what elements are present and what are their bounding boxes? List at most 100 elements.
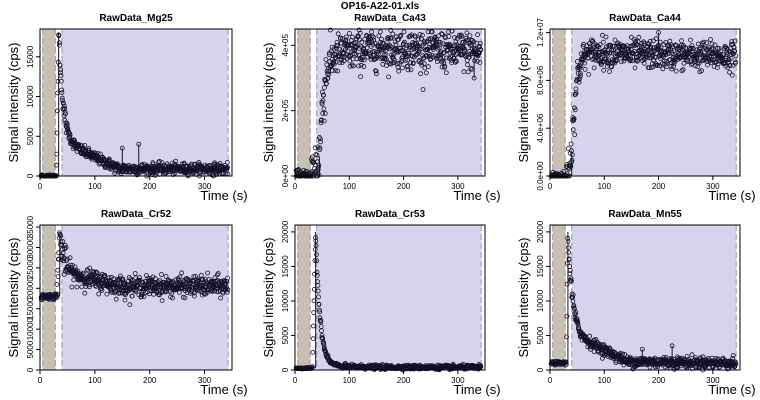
data-point (612, 37, 618, 43)
data-point (733, 59, 738, 65)
data-point (156, 158, 162, 164)
x-tick-label: 100 (88, 376, 102, 385)
data-point (321, 118, 327, 124)
data-point (321, 85, 327, 90)
data-point (679, 38, 684, 44)
data-point (420, 56, 426, 61)
data-point (605, 50, 611, 56)
data-point (393, 42, 399, 47)
data-point (444, 55, 450, 61)
data-point (670, 51, 676, 57)
data-point (607, 69, 612, 74)
y-tick-label: 15000 (26, 297, 35, 320)
data-point (661, 61, 667, 67)
data-point (130, 277, 135, 283)
data-point (65, 127, 70, 133)
data-point (704, 40, 709, 46)
data-point (729, 39, 735, 44)
data-point (568, 164, 574, 169)
data-point (82, 290, 88, 296)
data-point (627, 57, 632, 63)
data-point (668, 64, 674, 69)
data-point (462, 46, 468, 52)
data-point (415, 36, 421, 42)
data-point (152, 276, 158, 282)
data-point (361, 57, 367, 63)
background-window-band (297, 29, 311, 176)
data-point (647, 38, 653, 44)
data-point (418, 60, 424, 66)
data-point (398, 45, 404, 51)
data-point (317, 136, 323, 142)
data-point (625, 43, 630, 48)
data-point (96, 291, 102, 297)
outlier-point (656, 30, 661, 35)
chart-panel-rawdata-mg25: RawData_Mg25 0 100 200 300 0 5000 10000 15000 Tim… (6, 13, 248, 203)
data-point (225, 164, 231, 170)
y-tick-label: 10000 (26, 317, 35, 340)
data-point (383, 52, 389, 58)
data-point (345, 48, 351, 54)
data-point (475, 32, 481, 38)
chart-panel-rawdata-ca43: RawData_Ca43 0 100 200 300 0e+00 2e+05 4e+05 Tim… (261, 13, 501, 203)
data-point (476, 51, 482, 56)
data-point (318, 319, 324, 325)
data-point (371, 49, 377, 54)
data-point (576, 324, 581, 330)
x-tick-label: 300 (451, 182, 465, 191)
data-point (149, 279, 155, 285)
data-point (570, 292, 576, 298)
data-point (401, 29, 407, 35)
y-tick-label: 20000 (281, 220, 290, 243)
data-point (104, 291, 110, 297)
data-point (712, 42, 718, 48)
data-point (680, 67, 686, 73)
data-point (470, 38, 475, 43)
data-point (177, 274, 183, 280)
data-point (318, 139, 324, 145)
data-point (723, 54, 729, 59)
x-axis-label: Time (s) (200, 382, 247, 397)
data-point (425, 64, 431, 70)
data-point (474, 58, 480, 64)
data-point (98, 283, 104, 289)
data-point (585, 344, 591, 350)
data-point (478, 364, 484, 370)
data-point (582, 60, 587, 66)
data-point (564, 334, 569, 340)
data-point (402, 39, 407, 45)
data-point (64, 256, 70, 262)
data-points (293, 27, 484, 179)
data-point (453, 58, 458, 64)
data-point (398, 32, 404, 38)
data-point (698, 45, 703, 50)
data-point (452, 35, 458, 40)
data-point (321, 106, 327, 112)
y-axis-label: Signal intensity (cps) (516, 43, 531, 163)
data-point (72, 264, 78, 270)
data-point (564, 313, 570, 319)
data-point (688, 37, 693, 43)
data-point (660, 66, 666, 72)
data-point (56, 256, 62, 262)
data-point (323, 57, 329, 62)
y-tick-label: 15000 (26, 45, 35, 68)
data-point (647, 55, 652, 61)
x-tick-label: 200 (652, 182, 666, 191)
data-point (666, 46, 672, 52)
x-tick-label: 0 (38, 182, 43, 191)
y-tick-label: 30000 (26, 236, 35, 259)
data-point (601, 67, 606, 73)
panel-title: RawData_Ca43 (354, 13, 426, 24)
x-tick-label: 200 (143, 182, 157, 191)
data-point (383, 57, 389, 62)
y-tick-label: 4e+05 (281, 34, 290, 57)
data-point (82, 142, 88, 148)
data-point (60, 250, 66, 256)
y-tick-label: 35000 (26, 215, 35, 238)
data-point (311, 310, 317, 316)
panel-title: RawData_Mn55 (608, 209, 682, 220)
data-point (319, 117, 324, 123)
data-point (575, 319, 581, 325)
data-point (652, 55, 658, 60)
